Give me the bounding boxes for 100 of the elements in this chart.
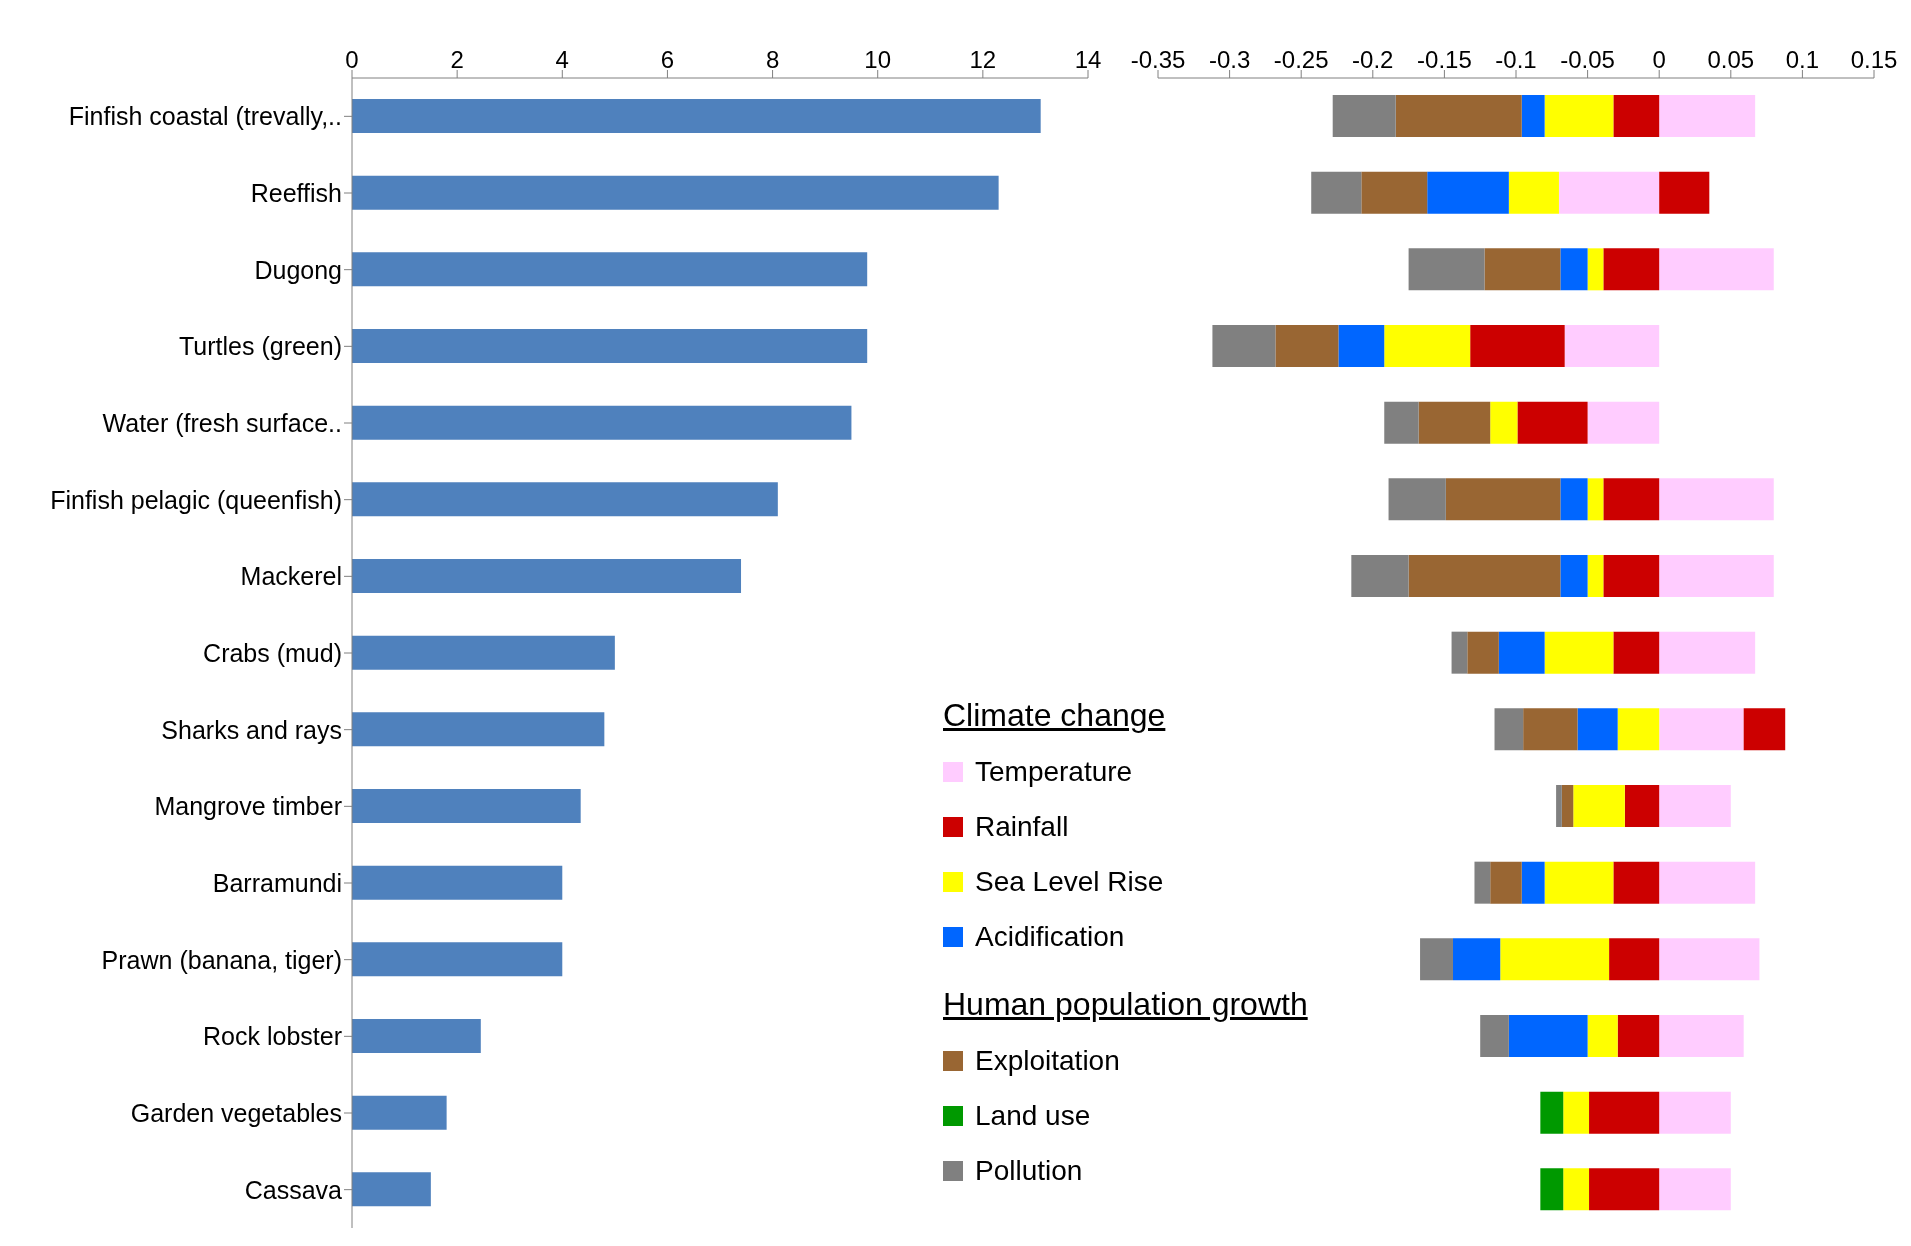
bar bbox=[352, 99, 1041, 133]
bar bbox=[1659, 248, 1774, 291]
bar bbox=[1560, 555, 1588, 597]
bar bbox=[1544, 95, 1614, 137]
y-tick-label: Mackerel bbox=[240, 562, 342, 591]
bar bbox=[1490, 861, 1522, 904]
bar bbox=[1498, 631, 1545, 674]
bar bbox=[1558, 171, 1660, 214]
bar bbox=[1427, 171, 1509, 214]
x-tick-label: -0.3 bbox=[1208, 46, 1251, 73]
legend-label: Temperature bbox=[975, 755, 1133, 788]
y-tick-label: Barramundi bbox=[212, 868, 342, 897]
bar bbox=[1573, 785, 1625, 827]
bar bbox=[1517, 401, 1588, 444]
x-tick-label: 12 bbox=[969, 46, 997, 73]
bar bbox=[1467, 631, 1499, 674]
bar bbox=[1613, 631, 1660, 674]
bar bbox=[1523, 708, 1578, 751]
x-tick-label: 0.05 bbox=[1707, 46, 1755, 73]
legend-label: Rainfall bbox=[975, 810, 1069, 843]
y-tick-label: Finfish coastal (trevally,.. bbox=[68, 102, 342, 131]
bar bbox=[352, 482, 778, 517]
bar bbox=[1521, 95, 1545, 137]
bar bbox=[1311, 171, 1362, 214]
x-tick-label: 8 bbox=[765, 46, 780, 73]
bar bbox=[1332, 95, 1396, 137]
x-tick-label: 0.1 bbox=[1785, 46, 1820, 73]
bar bbox=[1659, 708, 1744, 751]
bar bbox=[352, 175, 999, 210]
bar bbox=[1508, 1015, 1588, 1057]
y-tick-label: Cassava bbox=[244, 1175, 343, 1204]
bar bbox=[1617, 1015, 1660, 1057]
bar bbox=[1613, 95, 1660, 137]
bar bbox=[1490, 401, 1518, 444]
legend-label: Exploitation bbox=[975, 1044, 1120, 1077]
bar bbox=[352, 1095, 447, 1130]
bar bbox=[352, 865, 563, 900]
bar bbox=[1563, 1091, 1590, 1134]
bar bbox=[1587, 1015, 1618, 1057]
y-tick-label: Sharks and rays bbox=[161, 715, 342, 744]
bar bbox=[1659, 478, 1774, 521]
bar bbox=[1659, 1015, 1744, 1057]
bar bbox=[1587, 401, 1660, 444]
y-tick-label: Dugong bbox=[254, 255, 342, 284]
x-tick-label: -0.05 bbox=[1560, 46, 1615, 73]
x-tick-label: -0.2 bbox=[1352, 46, 1394, 73]
bar bbox=[1624, 785, 1660, 827]
y-tick-label: Mangrove timber bbox=[154, 792, 342, 821]
x-tick-label: 6 bbox=[660, 46, 675, 73]
bar bbox=[1564, 325, 1660, 367]
bar bbox=[1408, 248, 1485, 291]
bar bbox=[1451, 631, 1468, 674]
bar bbox=[1743, 708, 1786, 751]
bar bbox=[1351, 555, 1409, 597]
bar bbox=[1338, 325, 1385, 367]
bar bbox=[1659, 861, 1756, 904]
bar bbox=[1445, 478, 1561, 521]
bar bbox=[1659, 631, 1756, 674]
bar bbox=[1603, 555, 1660, 597]
bar bbox=[1384, 325, 1471, 367]
bar bbox=[1452, 938, 1501, 981]
bar bbox=[1470, 325, 1565, 367]
y-tick-label: Garden vegetables bbox=[130, 1098, 342, 1127]
y-tick-label: Finfish pelagic (queenfish) bbox=[50, 485, 342, 514]
bar bbox=[1659, 555, 1774, 597]
bar bbox=[1560, 478, 1588, 521]
bar bbox=[1560, 248, 1588, 291]
bar bbox=[352, 712, 605, 747]
x-tick-label: -0.1 bbox=[1495, 46, 1537, 73]
bar bbox=[1659, 785, 1731, 827]
bar bbox=[1659, 1091, 1731, 1134]
x-tick-label: 2 bbox=[450, 46, 464, 73]
x-tick-label: -0.25 bbox=[1273, 46, 1329, 73]
bar bbox=[1587, 248, 1604, 291]
bar bbox=[1540, 1168, 1564, 1211]
bar bbox=[352, 405, 852, 440]
x-tick-label: 14 bbox=[1074, 46, 1102, 73]
bar bbox=[1609, 938, 1660, 981]
bar bbox=[1587, 555, 1604, 597]
bar bbox=[1418, 401, 1491, 444]
y-tick-label: Crabs (mud) bbox=[203, 638, 342, 667]
bar bbox=[352, 1172, 431, 1207]
x-tick-label: -0.15 bbox=[1417, 46, 1472, 73]
bar bbox=[1212, 325, 1276, 367]
bar bbox=[1388, 478, 1446, 521]
annotation: Climate change bbox=[943, 697, 1167, 734]
bar bbox=[352, 635, 615, 670]
bar bbox=[1384, 401, 1419, 444]
bar bbox=[1561, 785, 1574, 827]
bar bbox=[1589, 1168, 1660, 1211]
bar bbox=[1659, 938, 1760, 981]
bar bbox=[1395, 95, 1522, 137]
bar bbox=[352, 559, 742, 593]
y-tick-label: Turtles (green) bbox=[178, 332, 342, 361]
bar bbox=[1500, 938, 1610, 981]
x-tick-label: 0 bbox=[1652, 46, 1666, 73]
x-tick-label: 4 bbox=[555, 46, 569, 73]
bar bbox=[1480, 1015, 1509, 1057]
bar bbox=[1408, 555, 1561, 597]
bar bbox=[1659, 171, 1710, 214]
